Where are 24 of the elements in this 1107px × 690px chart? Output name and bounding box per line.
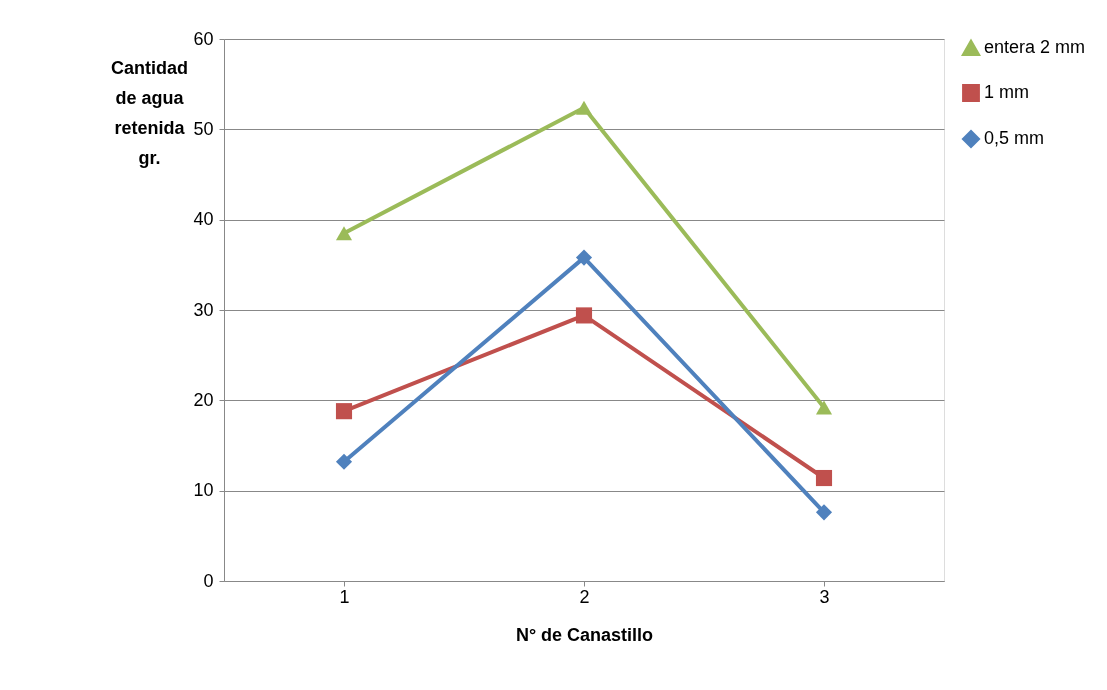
point [815,504,833,521]
point [815,400,833,415]
y-tick-label: 20 [193,389,214,410]
y-tick-label: 60 [193,28,214,49]
point [335,453,353,470]
y-axis-title: Cantidad de agua retenida gr. [110,57,189,168]
point [815,469,833,487]
x-tick-label: 1 [339,586,350,607]
legend-label: entera 2 mm [984,37,1086,57]
legend-label: 0,5 mm [984,128,1045,148]
point [575,100,593,115]
x-axis-title: N° de Canastillo [515,624,654,645]
y-tick-label: 50 [193,118,214,139]
y-tick-label: 10 [193,480,214,501]
legend-label: 1 mm [984,82,1029,102]
point [335,403,353,420]
x-tick-label: 3 [819,586,830,607]
point [575,307,593,324]
x-tick-label: 2 [579,586,590,607]
y-tick-label: 0 [203,570,214,591]
y-tick-label: 40 [193,209,214,230]
point [575,249,593,266]
point [335,226,353,241]
y-tick-label: 30 [193,299,214,320]
